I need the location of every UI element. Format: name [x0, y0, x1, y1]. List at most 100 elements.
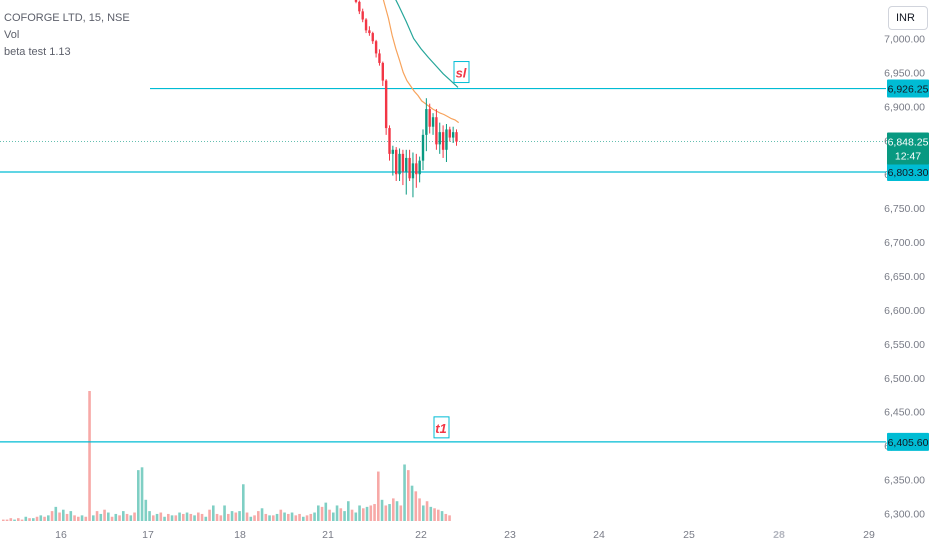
volume-bar — [354, 512, 358, 521]
volume-bar — [174, 515, 178, 521]
volume-bar — [122, 511, 125, 521]
volume-bar — [197, 512, 200, 521]
candle-body[interactable] — [425, 109, 428, 135]
candle-body[interactable] — [445, 129, 448, 150]
x-tick-label: 21 — [322, 529, 334, 541]
candle-body[interactable] — [415, 163, 418, 175]
volume-bar — [309, 513, 313, 521]
volume-bar — [407, 470, 410, 521]
volume-bar — [343, 511, 346, 521]
candle-body[interactable] — [364, 19, 368, 31]
volume-bar — [444, 513, 448, 521]
candle-body[interactable] — [418, 160, 421, 175]
volume-bar — [13, 519, 16, 521]
candle-body[interactable] — [421, 134, 425, 161]
level-price-tag — [887, 432, 929, 451]
volume-bar — [35, 516, 39, 521]
candle-body[interactable] — [438, 132, 441, 145]
volume-bar — [17, 518, 20, 521]
volume-bar — [257, 511, 260, 521]
moving-average-line — [382, 0, 460, 124]
current-price-label: 6,848.25 — [888, 136, 929, 148]
candle-body[interactable] — [408, 157, 411, 179]
volume-bar — [144, 499, 148, 521]
candle-body[interactable] — [388, 128, 391, 154]
y-tick-label: 7,000.00 — [884, 34, 925, 46]
volume-bar — [272, 515, 275, 521]
candle-body[interactable] — [405, 157, 408, 172]
volume-bar — [129, 515, 133, 521]
candle-body[interactable] — [441, 132, 445, 150]
volume-bar — [414, 491, 418, 521]
volume-series — [2, 391, 451, 521]
candle-body[interactable] — [435, 117, 438, 145]
volume-bar — [264, 513, 268, 521]
current-price-tag — [887, 132, 929, 165]
candle-body[interactable] — [354, 0, 358, 2]
volume-bar — [9, 518, 13, 521]
indicator-beta-test-label[interactable]: beta test 1.13 — [4, 46, 71, 58]
volume-bar — [88, 391, 91, 521]
indicator-volume-label[interactable]: Vol — [4, 29, 20, 41]
symbol-title[interactable]: COFORGE LTD, 15, NSE — [4, 12, 130, 24]
candle-body[interactable] — [378, 53, 381, 63]
x-tick-label: 24 — [593, 529, 605, 541]
time-axis[interactable]: 16 17 18 21 22 23 24 25 28 29 — [55, 529, 875, 541]
candle-body[interactable] — [384, 80, 388, 129]
candle-body[interactable] — [381, 62, 384, 81]
candle-body[interactable] — [448, 129, 451, 138]
candle-body[interactable] — [401, 153, 405, 172]
volume-bar — [388, 504, 391, 521]
y-tick-label: 6,300.00 — [884, 509, 925, 521]
candle-body[interactable] — [455, 132, 458, 142]
volume-bar — [155, 513, 159, 521]
candle-body[interactable] — [428, 109, 431, 127]
volume-bar — [185, 512, 189, 521]
volume-bar — [410, 485, 414, 521]
volume-bar — [294, 515, 298, 521]
volume-bar — [69, 511, 73, 521]
candlestick-series[interactable] — [354, 0, 458, 198]
currency-button[interactable]: INR — [888, 6, 928, 30]
candle-body[interactable] — [361, 11, 364, 20]
candle-body[interactable] — [368, 30, 371, 34]
candle-body[interactable] — [411, 163, 415, 179]
volume-bar — [234, 512, 238, 521]
volume-bar — [47, 515, 50, 521]
volume-bar — [422, 505, 425, 521]
volume-bar — [95, 511, 99, 521]
level-price-label: 6,803.30 — [888, 167, 929, 179]
volume-bar — [92, 515, 95, 521]
y-tick-label: 6,750.00 — [884, 203, 925, 215]
horizontal-levels[interactable]: 6,926.25 sl 6,803.30 6,405.60 t1 — [0, 61, 929, 451]
candle-body[interactable] — [391, 149, 395, 154]
candle-body[interactable] — [371, 33, 374, 42]
y-tick-label: 6,650.00 — [884, 271, 925, 283]
candle-body[interactable] — [358, 1, 361, 12]
volume-bar — [182, 513, 185, 521]
volume-bar — [230, 511, 234, 521]
level-price-tag — [887, 79, 929, 98]
volume-bar — [159, 512, 163, 521]
candle-body[interactable] — [398, 153, 401, 175]
volume-bar — [317, 505, 320, 521]
candle-body[interactable] — [374, 41, 378, 54]
volume-bar — [148, 511, 151, 521]
moving-average-line — [395, 0, 459, 88]
volume-bar — [24, 516, 28, 521]
volume-bar — [320, 506, 324, 521]
volume-bar — [302, 516, 305, 521]
level-annotation-box — [433, 416, 450, 439]
volume-bar — [425, 501, 429, 521]
volume-bar — [84, 516, 88, 521]
candle-body[interactable] — [451, 132, 455, 138]
candle-body[interactable] — [431, 117, 435, 127]
candle-body[interactable] — [395, 149, 398, 175]
volume-bar — [58, 512, 61, 521]
volume-bar — [118, 515, 121, 521]
volume-bar — [43, 516, 46, 521]
volume-bar — [62, 509, 65, 521]
volume-bar — [328, 509, 331, 521]
